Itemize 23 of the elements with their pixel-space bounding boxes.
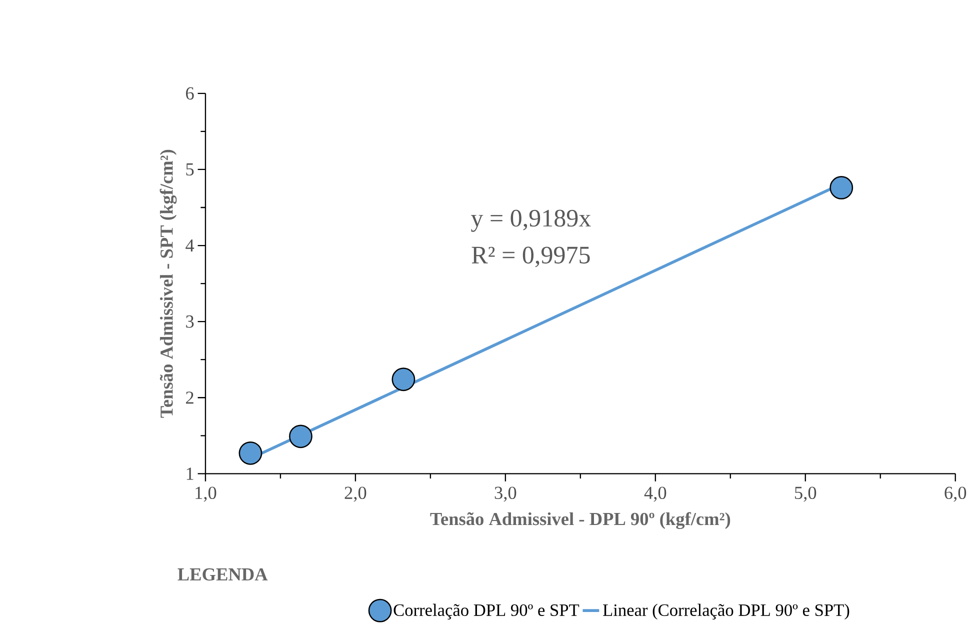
point bbox=[289, 424, 312, 448]
legend-title: LEGENDA bbox=[178, 568, 268, 581]
x-tick-label: 3,0 bbox=[494, 486, 516, 502]
x-tick-label: 4,0 bbox=[644, 486, 666, 502]
point bbox=[392, 368, 416, 392]
y-tick-label: 1 bbox=[186, 468, 194, 480]
point bbox=[238, 442, 262, 466]
point bbox=[830, 176, 854, 200]
annotation: y = 0,9189x bbox=[470, 210, 591, 232]
x-tick-label: 5,0 bbox=[795, 486, 816, 502]
y-tick-label: 4 bbox=[186, 240, 194, 252]
x-tick-label: 1,0 bbox=[196, 486, 216, 502]
x-tick-label: 6,0 bbox=[944, 486, 966, 502]
legend-label: Correlação DPL 90º e SPT bbox=[394, 604, 580, 620]
y-tick-label: 2 bbox=[186, 392, 194, 404]
legend-label: Linear (Correlação DPL 90º e SPT) bbox=[603, 604, 850, 620]
y-tick-label: 5 bbox=[186, 164, 194, 176]
y-tick-label: 6 bbox=[186, 88, 194, 100]
x-axis-title: Tensão Admissivel - DPL 90º (kgf/cm²) bbox=[430, 512, 730, 530]
annotation: R² = 0,9975 bbox=[472, 246, 590, 268]
y-axis-title: Tensão Admissivel - SPT (kgf/cm²) bbox=[160, 150, 177, 418]
y-tick-label: 3 bbox=[186, 316, 194, 328]
x-tick-label: 2,0 bbox=[344, 486, 366, 502]
